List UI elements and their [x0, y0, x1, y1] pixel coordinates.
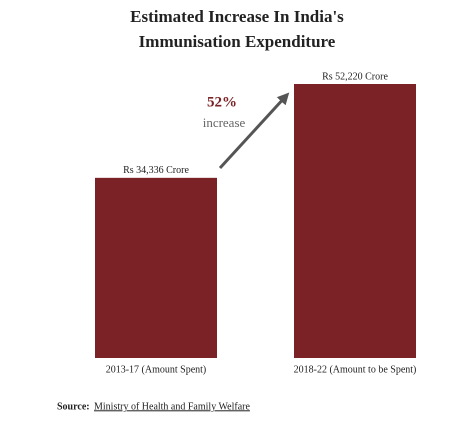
x-tick-label: 2013-17 (Amount Spent) — [106, 364, 207, 375]
x-tick-label: 2018-22 (Amount to be Spent) — [294, 364, 417, 375]
arrow — [218, 92, 290, 170]
annotation-text: increase — [203, 115, 246, 130]
chart-title: Estimated Increase In India's — [130, 7, 344, 26]
source-label: Source: — [57, 401, 90, 412]
bar — [294, 84, 416, 358]
source-link[interactable]: Ministry of Health and Family Welfare — [94, 401, 250, 412]
annotation-value: 52% — [207, 94, 237, 110]
value-label: Rs 52,220 Crore — [322, 71, 388, 82]
bar — [95, 177, 217, 358]
chart-title: Immunisation Expenditure — [139, 32, 336, 51]
value-label: Rs 34,336 Crore — [123, 165, 189, 176]
